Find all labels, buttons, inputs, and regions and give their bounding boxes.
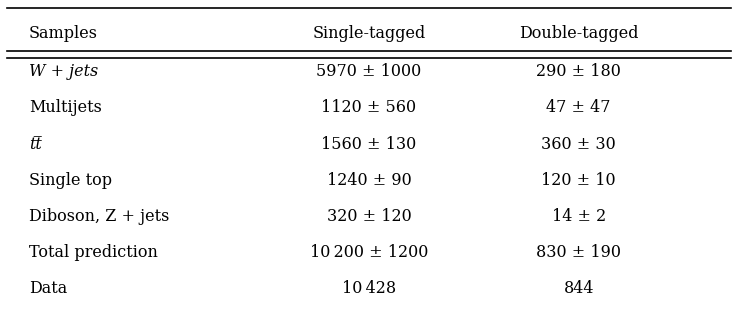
Text: Double-tagged: Double-tagged <box>519 25 638 41</box>
Text: 10 428: 10 428 <box>342 280 396 297</box>
Text: 1120 ± 560: 1120 ± 560 <box>322 100 416 116</box>
Text: 14 ± 2: 14 ± 2 <box>551 208 606 225</box>
Text: 1560 ± 130: 1560 ± 130 <box>321 136 417 153</box>
Text: 320 ± 120: 320 ± 120 <box>327 208 411 225</box>
Text: Data: Data <box>29 280 67 297</box>
Text: 360 ± 30: 360 ± 30 <box>542 136 616 153</box>
Text: Multijets: Multijets <box>29 100 102 116</box>
Text: 290 ± 180: 290 ± 180 <box>537 63 621 80</box>
Text: 10 200 ± 1200: 10 200 ± 1200 <box>310 244 428 261</box>
Text: tt̅: tt̅ <box>29 136 42 153</box>
Text: 120 ± 10: 120 ± 10 <box>542 172 616 189</box>
Text: Diboson, Z + jets: Diboson, Z + jets <box>29 208 170 225</box>
Text: 5970 ± 1000: 5970 ± 1000 <box>317 63 421 80</box>
Text: Samples: Samples <box>29 25 98 41</box>
Text: 1240 ± 90: 1240 ± 90 <box>327 172 411 189</box>
Text: Single-tagged: Single-tagged <box>312 25 426 41</box>
Text: 830 ± 190: 830 ± 190 <box>537 244 621 261</box>
Text: Single top: Single top <box>29 172 112 189</box>
Text: Total prediction: Total prediction <box>29 244 158 261</box>
Text: 844: 844 <box>564 280 594 297</box>
Text: W + jets: W + jets <box>29 63 98 80</box>
Text: 47 ± 47: 47 ± 47 <box>547 100 611 116</box>
